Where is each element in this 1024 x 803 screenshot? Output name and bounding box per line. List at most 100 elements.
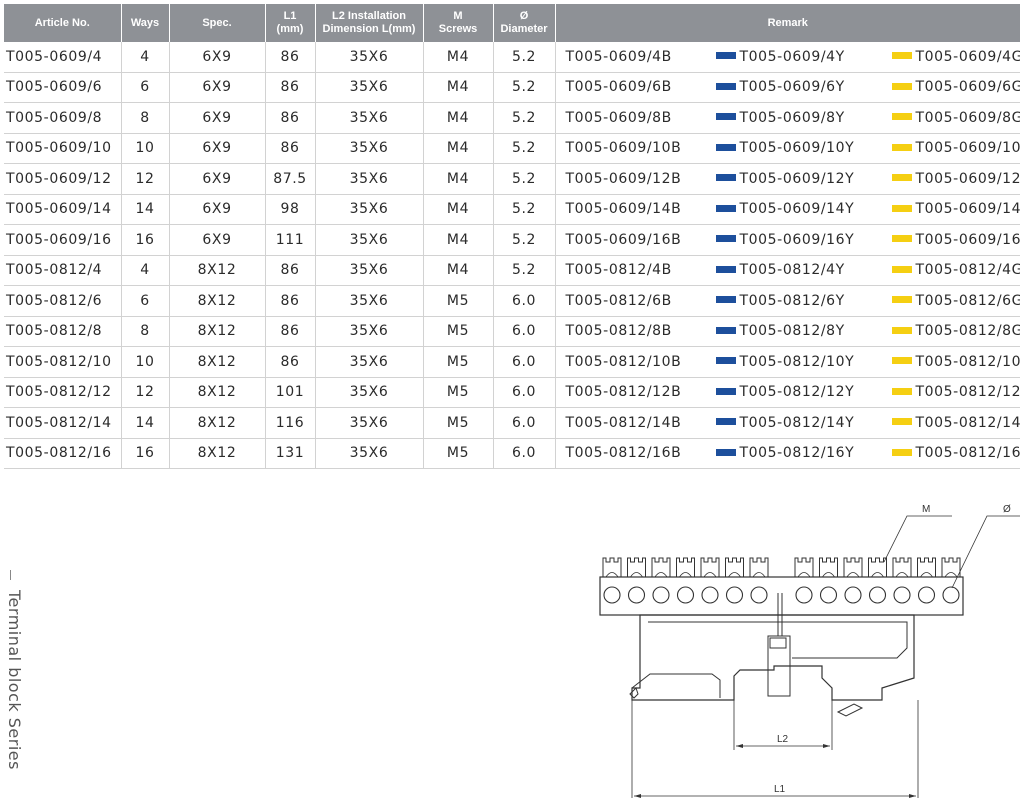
- remark-variant-blue: T005-0812/12B: [566, 384, 740, 400]
- remark-variant-green: T005-0812/4G: [916, 262, 1021, 278]
- remark-code-green: T005-0609/8G: [915, 109, 1021, 126]
- remark-variant-yellow: T005-0609/16Y: [740, 232, 916, 248]
- cell-remark: T005-0609/8B T005-0609/8Y T005-0609/8G: [555, 102, 1021, 134]
- remark-code-yellow: T005-0609/14Y: [739, 201, 855, 218]
- remark-variant-green: T005-0812/6G: [916, 293, 1021, 309]
- cell-spec: 8X12: [169, 438, 266, 469]
- cell-remark: T005-0812/10B T005-0812/10Y T005-0812/10G: [555, 346, 1020, 378]
- remark-variant-yellow: T005-0812/4Y: [740, 262, 916, 278]
- terminal-screw-head: [605, 572, 619, 578]
- cell-l1: 86: [265, 42, 316, 73]
- terminal-screw-head: [846, 572, 860, 578]
- terminal-screw-head: [822, 572, 835, 578]
- remark-variant-green: T005-0609/4G: [916, 49, 1021, 65]
- cell-l2: 35X6: [315, 316, 424, 347]
- remark-code-green: T005-0812/16G: [915, 445, 1021, 462]
- rail-inner: [648, 621, 908, 659]
- cell-ways: 8: [121, 316, 170, 347]
- table-row: T005-0609/16 16 6X9 111 35X6 M4 5.2 T005-0609/1…: [4, 224, 1020, 256]
- cell-l1: 86: [265, 72, 316, 103]
- cell-l2: 35X6: [315, 102, 424, 134]
- terminal-screw: [917, 557, 936, 577]
- spec-table: Article No. Ways Spec. L1 (mm) L2 Installatio…: [4, 4, 1020, 469]
- remark-variant-green: T005-0609/8G: [916, 110, 1021, 126]
- cell-l1: 87.5: [265, 163, 316, 195]
- cell-l1: 98: [265, 194, 316, 225]
- color-swatch-blue: [715, 82, 736, 90]
- color-swatch-blue: [715, 448, 736, 456]
- terminal-screw-head: [797, 572, 811, 578]
- cell-l2: 35X6: [315, 133, 424, 164]
- remark-variant-green: T005-0609/10G: [916, 140, 1021, 156]
- remark-code-green: T005-0812/12G: [915, 384, 1021, 401]
- remark-code-yellow: T005-0609/8Y: [739, 109, 845, 126]
- cell-spec: 6X9: [169, 224, 266, 256]
- remark-code-green: T005-0609/14G: [915, 201, 1021, 218]
- cell-dia: 6.0: [493, 316, 556, 347]
- remark-variant-yellow: T005-0812/8Y: [740, 323, 916, 339]
- remark-variant-blue: T005-0609/4B: [566, 49, 740, 65]
- terminal-screw-head: [920, 572, 933, 578]
- column-header-text: Dimension L(mm): [322, 23, 416, 35]
- remark-variant-yellow: T005-0609/14Y: [740, 201, 916, 217]
- cell-dia: 5.2: [493, 72, 556, 103]
- cell-spec: 6X9: [169, 42, 266, 73]
- remark-variant-blue: T005-0812/10B: [566, 354, 740, 370]
- column-header: Ø Diameter: [493, 4, 556, 42]
- terminal-block-drawing: L2 L1 M Ø: [599, 504, 1020, 798]
- terminal-screw: [819, 557, 838, 577]
- column-header-text: Ways: [130, 16, 160, 29]
- cell-article: T005-0609/6: [4, 72, 122, 103]
- remark-variant-blue: T005-0812/8B: [566, 323, 740, 339]
- cell-spec: 6X9: [169, 72, 266, 103]
- label-l1: L1: [774, 784, 786, 795]
- remark-code-yellow: T005-0609/4Y: [739, 48, 845, 65]
- cell-l2: 35X6: [315, 163, 424, 195]
- cell-article: T005-0609/16: [4, 224, 122, 256]
- cell-dia: 6.0: [493, 285, 556, 317]
- remark-code-blue: T005-0609/4B: [565, 48, 672, 65]
- cell-dia: 6.0: [493, 377, 556, 408]
- remark-code-blue: T005-0609/8B: [565, 109, 672, 126]
- table-row: T005-0609/8 8 6X9 86 35X6 M4 5.2 T005-0609/8B T0…: [4, 102, 1021, 134]
- remark-code-blue: T005-0812/10B: [565, 353, 682, 370]
- label-m: M: [922, 504, 930, 515]
- remark-variant-green: T005-0812/12G: [916, 384, 1021, 400]
- column-header-text: Diameter: [500, 23, 548, 35]
- cell-remark: T005-0812/14B T005-0812/14Y T005-0812/14G: [555, 407, 1021, 439]
- remark-variant-blue: T005-0812/16B: [566, 445, 740, 461]
- cell-article: T005-0812/10: [4, 346, 122, 378]
- side-tick: [10, 570, 11, 580]
- cell-article: T005-0609/8: [4, 102, 122, 134]
- remark-code-green: T005-0609/12G: [915, 170, 1021, 187]
- cell-dia: 5.2: [493, 224, 556, 256]
- cell-l1: 86: [265, 285, 316, 317]
- cell-remark: T005-0812/4B T005-0812/4Y T005-0812/4G: [555, 255, 1020, 286]
- cell-l2: 35X6: [315, 255, 424, 286]
- cell-remark: T005-0812/16B T005-0812/16Y T005-0812/16G: [555, 438, 1020, 469]
- cell-ways: 6: [121, 72, 170, 103]
- remark-code-blue: T005-0812/16B: [565, 445, 682, 462]
- terminal-hole: [652, 586, 670, 604]
- terminal-hole: [819, 586, 838, 604]
- remark-code-green: T005-0812/14G: [915, 414, 1021, 431]
- column-header: L2 Installation Dimension L(mm): [315, 4, 424, 42]
- color-swatch-blue: [715, 204, 736, 212]
- remark-variant-yellow: T005-0609/12Y: [740, 171, 916, 187]
- color-swatch-yellow: [891, 235, 912, 243]
- remark-code-green: T005-0609/10G: [915, 140, 1021, 157]
- table-header-row: Article No. Ways Spec. L1 (mm) L2 Installatio…: [4, 4, 1020, 42]
- cell-dia: 6.0: [493, 407, 556, 439]
- rail-profile: [631, 614, 915, 701]
- cell-article: T005-0812/12: [4, 377, 122, 408]
- terminal-screw: [843, 557, 863, 577]
- color-swatch-yellow: [891, 113, 912, 121]
- remark-variant-blue: T005-0812/6B: [566, 293, 740, 309]
- remark-code-blue: T005-0609/16B: [565, 231, 682, 248]
- terminal-screw: [725, 557, 744, 577]
- table-row: T005-0609/10 10 6X9 86 35X6 M4 5.2 T005-0609/10…: [4, 133, 1020, 164]
- remark-code-yellow: T005-0609/6Y: [739, 79, 845, 96]
- cell-article: T005-0812/4: [4, 255, 122, 286]
- remark-code-blue: T005-0812/12B: [565, 384, 682, 401]
- cell-ways: 6: [121, 285, 170, 317]
